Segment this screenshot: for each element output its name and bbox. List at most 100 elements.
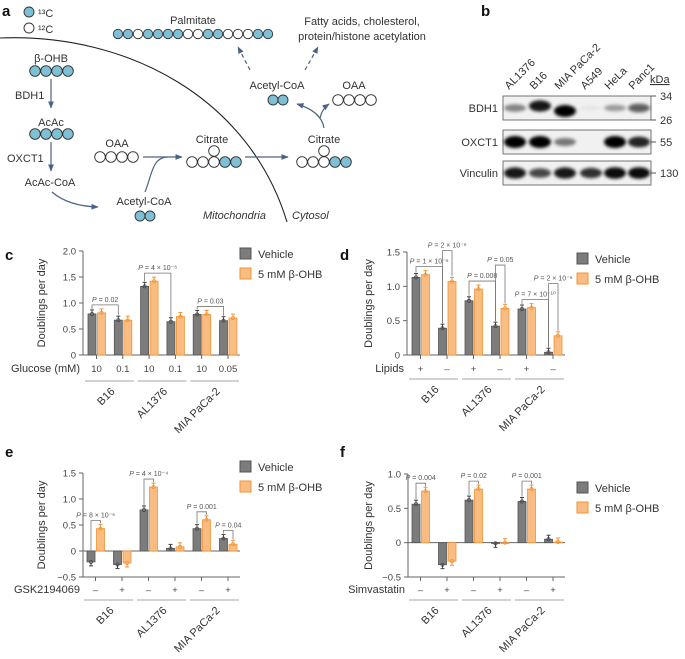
bar-vehicle [438,327,447,356]
bar-bohb [474,288,483,356]
group-label: AL1376 [459,384,494,419]
oxct1-enzyme-label: OXCT1 [7,153,44,165]
palmitate-carbon-13c [252,28,264,40]
data-point [221,318,226,323]
p-value-label: P = 0.03 [197,298,223,305]
blot-band [554,167,576,179]
data-point [503,306,507,311]
palmitate-carbon-13c [262,28,274,40]
condition-label: + [418,364,424,375]
citrate-mito-carbon-12c [208,156,220,168]
y-tick-label: 0.5 [63,521,76,532]
condition-label: + [444,585,450,596]
bar-vehicle [464,300,474,356]
data-point [195,526,199,531]
condition-label: + [225,585,231,596]
panel-label-a: a [2,3,11,20]
palmitate-carbon-13c [202,28,214,40]
bar-bohb [202,519,211,552]
bar-vehicle [166,321,176,356]
data-point [520,499,524,504]
data-point [125,561,129,565]
condition-label: + [172,585,178,596]
citrate-mito-carbon-12c [197,156,209,168]
bar-bohb [202,314,212,356]
p-value-label: P = 7 × 10⁻¹⁰ [515,291,556,299]
oaa-cyto-carbon-12c [332,94,344,106]
condition-row-label: Lipids [375,363,404,375]
acetyl-coa-cyto-carbon-13c [267,94,279,106]
citrate-mito-carbon-12c [186,156,198,168]
data-point [414,275,418,280]
kda-label: kDa [650,74,670,86]
y-tick-label: 0.5 [387,316,400,327]
bar-bohb [228,317,238,356]
bar-bohb [447,281,457,356]
palmitate-carbon-13c [162,28,174,40]
palmitate-carbon-13c [112,28,124,40]
oaa-mito-carbon-12c [105,151,117,163]
legend-label: Vehicle [258,249,293,261]
p-value-label: P = 4 × 10⁻⁴ [129,471,168,478]
condition-row-label: Glucose (mM) [11,363,80,375]
palmitate-carbon-13c [172,28,184,40]
data-point [493,541,498,546]
acac-carbon-13c [40,128,52,140]
chart-panel-d: d 0 0.5 1.0 1.5 Doublings per day Lipids + – + – + –… [340,243,659,434]
legend-13c-label: ¹³C [38,8,53,20]
citrate-cyto-carbon-12c [296,156,308,168]
bar-charts: c 0 0.5 1.0 1.5 2.0 Doublings per day Glucose (… [5,243,659,655]
blot-band [580,167,602,179]
condition-label: 10 [196,364,207,375]
p-value-label: P = 2 × 10⁻⁶ [534,276,573,283]
fates-label-line2: protein/histone acetylation [298,31,426,43]
data-point [142,284,147,289]
data-point [414,502,418,507]
condition-label: – [93,585,99,596]
kda-marker: 55 [660,137,672,149]
condition-label: – [444,364,450,375]
panel-label-b: b [481,3,490,20]
oaa-cyto-carbon-12c [343,94,355,106]
data-point [178,314,183,319]
bar-vehicle [411,277,421,356]
chart-panel-e: e −0.5 0 0.5 1.0 1.5 Doublings per day GSK21940… [5,444,322,655]
oaa-mito-carbon-12c [94,151,106,163]
chart-panel-f: f −0.5 0 0.5 1.0 Doublings per day Simvastatin… [340,444,659,655]
group-label: B16 [419,384,441,406]
palmitate-carbon-12c [242,28,254,40]
bar-vehicle [464,499,474,544]
data-point [178,544,182,549]
condition-label: – [471,585,477,596]
blot-label-oxct1: OXCT1 [461,137,498,149]
citrate-cyto-carbon-12c [318,156,330,168]
significance-bracket [196,511,207,524]
data-point [98,526,103,531]
data-point [556,540,560,544]
bar-bohb [527,307,536,356]
pathway-arrows [48,46,330,210]
data-point [476,487,481,492]
kda-marker: 26 [660,115,672,127]
citrate-cyto-carbon-12c [307,156,319,168]
group-label: AL1376 [459,605,494,640]
data-point [520,307,524,311]
bohb-carbon-13c [40,65,52,77]
data-point [231,316,235,321]
y-tick-label: 0 [71,547,76,558]
arrow-acetyl-coa-join [144,156,169,193]
bar-bohb [97,312,106,356]
y-tick-label: 1.5 [63,469,76,480]
bar-vehicle [491,325,500,356]
bdh1-enzyme-label: BDH1 [15,90,44,102]
condition-label: 0.05 [219,364,238,375]
data-point [142,507,146,512]
condition-label: + [497,585,503,596]
y-tick-label: 0 [395,351,400,362]
blot-band [504,167,526,179]
bar-vehicle [113,550,122,565]
data-point [440,562,445,567]
data-point [116,318,121,323]
acac-carbon-13c [51,128,63,140]
